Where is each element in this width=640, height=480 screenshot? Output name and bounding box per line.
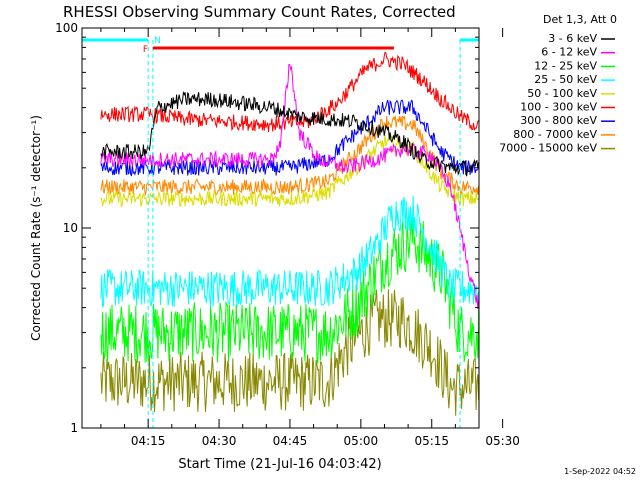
series-layer	[100, 51, 480, 416]
y-tick-label: 100	[55, 21, 78, 35]
legend-title: Det 1,3, Att 0	[543, 13, 617, 26]
series-3-6-kev-line	[100, 90, 480, 177]
y-tick-label: 10	[63, 221, 78, 235]
flare-label: F	[143, 45, 148, 55]
x-axis: 04:15 04:30 04:45 05:00 05:15 05:30	[100, 28, 520, 448]
x-tick-label: 05:00	[344, 434, 379, 448]
series-7000-15000-kev-line	[100, 289, 480, 416]
x-tick-label: 04:15	[131, 434, 166, 448]
x-tick-label: 04:30	[202, 434, 237, 448]
x-tick-label: 05:30	[485, 434, 520, 448]
legend-label: 50 - 100 keV	[527, 87, 597, 100]
chart-title: RHESSI Observing Summary Count Rates, Co…	[63, 3, 456, 21]
y-axis-label: Corrected Count Rate (s⁻¹ detector⁻¹)	[29, 115, 43, 341]
y-tick-label: 1	[70, 421, 78, 435]
y-axis: 1 10 100	[55, 21, 479, 435]
series-12-25-kev-line	[100, 209, 480, 364]
legend-label: 6 - 12 keV	[541, 46, 597, 59]
footer-date: 1-Sep-2022 04:52	[564, 467, 636, 476]
x-axis-label: Start Time (21-Jul-16 04:03:42)	[178, 457, 381, 472]
legend-label: 25 - 50 keV	[534, 73, 597, 86]
series-300-800-kev-line	[100, 99, 480, 177]
night-label: N	[154, 36, 161, 46]
annotation-layer: NF	[82, 36, 480, 428]
legend-label: 7000 - 15000 keV	[499, 142, 597, 155]
series-25-50-kev-line	[100, 195, 480, 309]
legend-label: 3 - 6 keV	[548, 32, 597, 45]
x-tick-label: 05:15	[414, 434, 449, 448]
series-800-7000-kev-line	[100, 115, 480, 197]
legend-label: 12 - 25 keV	[534, 59, 597, 72]
series-6-12-kev-line	[100, 63, 480, 309]
series-100-300-kev-line	[100, 51, 480, 132]
legend-label: 800 - 7000 keV	[513, 128, 597, 141]
legend-label: 100 - 300 keV	[520, 101, 597, 114]
x-tick-label: 04:45	[273, 434, 308, 448]
legend-label: 300 - 800 keV	[520, 114, 597, 127]
